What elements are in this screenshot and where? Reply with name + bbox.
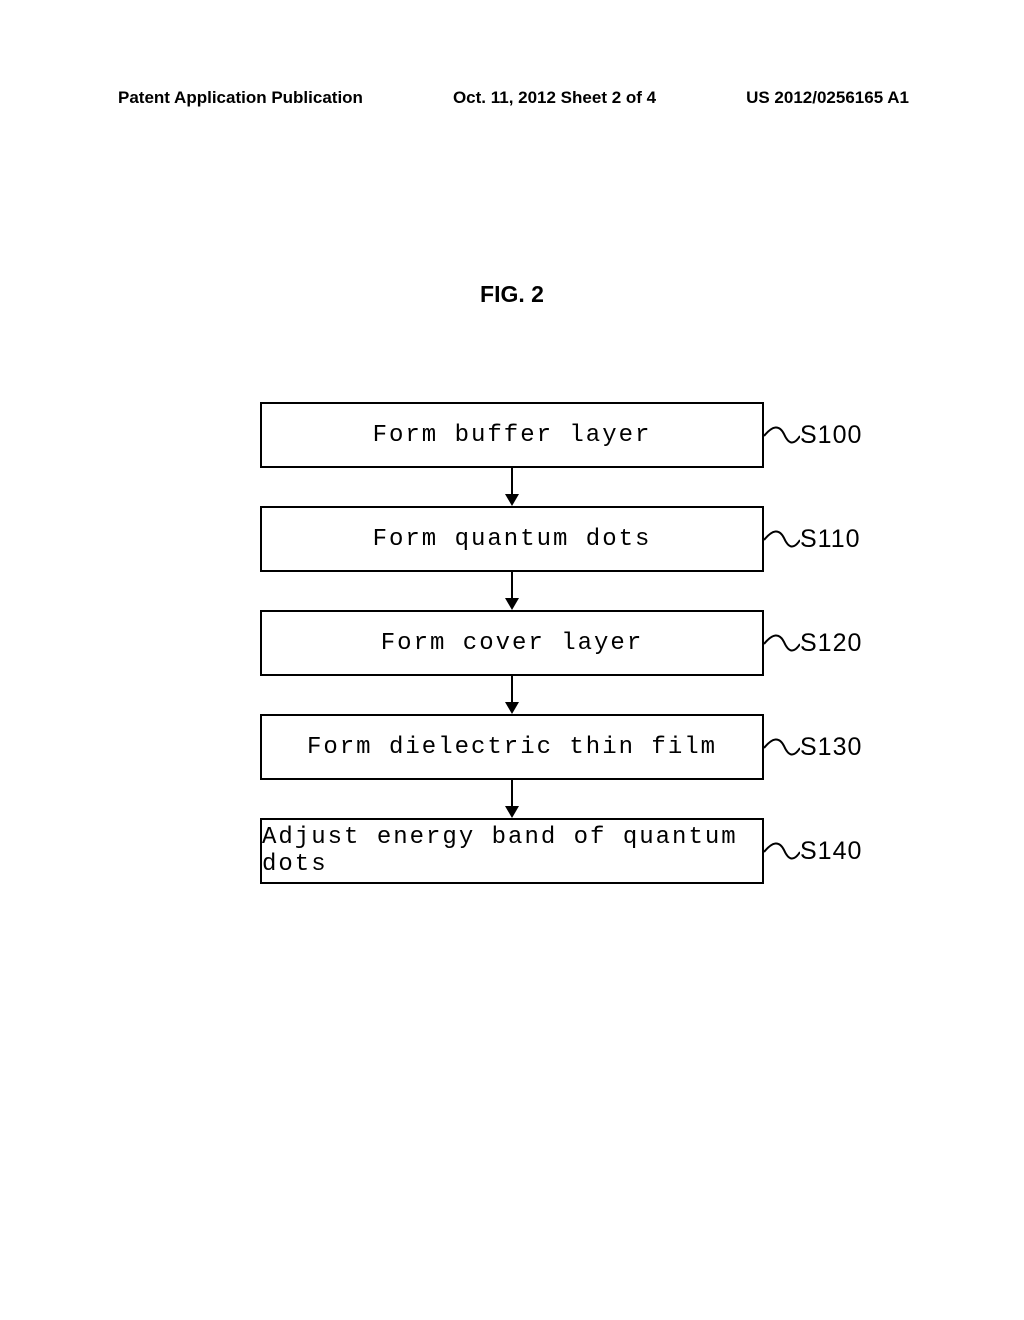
arrow-down-icon bbox=[511, 676, 513, 714]
flowchart-step: Form dielectric thin film S130 bbox=[260, 714, 764, 780]
connector-curve-icon bbox=[764, 420, 800, 454]
step-label: S120 bbox=[800, 629, 862, 658]
step-label: S140 bbox=[800, 837, 862, 866]
flowchart-step: Adjust energy band of quantum dots S140 bbox=[260, 818, 764, 884]
step-box: Form quantum dots bbox=[260, 506, 764, 572]
figure-title: FIG. 2 bbox=[480, 281, 544, 308]
step-box: Adjust energy band of quantum dots bbox=[260, 818, 764, 884]
header-left-text: Patent Application Publication bbox=[118, 88, 363, 108]
step-box: Form dielectric thin film bbox=[260, 714, 764, 780]
step-box: Form buffer layer bbox=[260, 402, 764, 468]
connector-curve-icon bbox=[764, 524, 800, 558]
page-header: Patent Application Publication Oct. 11, … bbox=[0, 88, 1024, 108]
step-text: Form buffer layer bbox=[373, 422, 652, 449]
step-text: Form quantum dots bbox=[373, 526, 652, 553]
step-label: S110 bbox=[800, 525, 861, 554]
flowchart-step: Form cover layer S120 bbox=[260, 610, 764, 676]
step-label: S100 bbox=[800, 421, 862, 450]
arrow-down-icon bbox=[511, 572, 513, 610]
step-text: Form cover layer bbox=[381, 630, 643, 657]
arrow-down-icon bbox=[511, 468, 513, 506]
header-right-text: US 2012/0256165 A1 bbox=[746, 88, 909, 108]
flowchart-container: Form buffer layer S100 Form quantum dots… bbox=[260, 402, 764, 884]
header-center-text: Oct. 11, 2012 Sheet 2 of 4 bbox=[453, 88, 656, 108]
step-box: Form cover layer bbox=[260, 610, 764, 676]
flowchart-step: Form quantum dots S110 bbox=[260, 506, 764, 572]
connector-curve-icon bbox=[764, 836, 800, 870]
step-text: Form dielectric thin film bbox=[307, 734, 717, 761]
connector-curve-icon bbox=[764, 732, 800, 766]
flowchart-step: Form buffer layer S100 bbox=[260, 402, 764, 468]
arrow-down-icon bbox=[511, 780, 513, 818]
step-text: Adjust energy band of quantum dots bbox=[262, 824, 762, 878]
connector-curve-icon bbox=[764, 628, 800, 662]
step-label: S130 bbox=[800, 733, 862, 762]
